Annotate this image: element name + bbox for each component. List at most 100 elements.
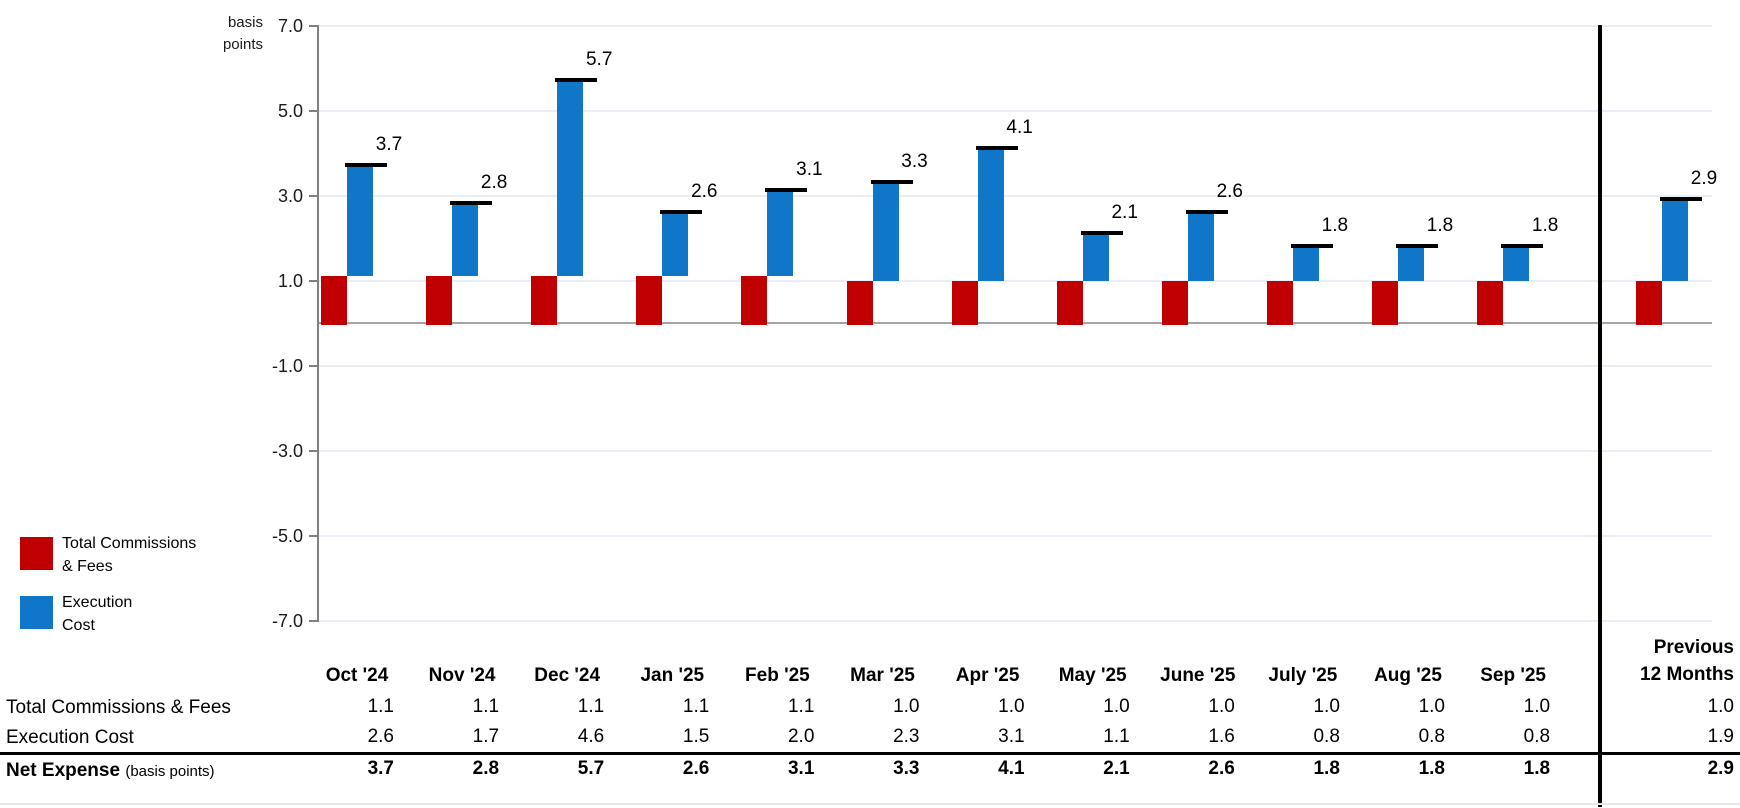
net-expense-value-label-12: 2.9 — [1690, 167, 1718, 189]
net-expense-marker-7 — [1080, 230, 1123, 235]
table-cell-r1-c7: 1.1 — [1103, 726, 1130, 747]
table-cell-r0-c11: 1.0 — [1523, 696, 1551, 717]
bar-execution-cost-8 — [1187, 212, 1214, 281]
net-expense-marker-12 — [1660, 196, 1702, 201]
net-expense-marker-3 — [660, 209, 703, 214]
table-cell-r0-c0: 1.1 — [367, 696, 394, 717]
table-cell-r0-c7: 1.0 — [1103, 696, 1130, 717]
bar-execution-cost-12 — [1662, 199, 1688, 281]
gridline--3 — [319, 449, 1712, 452]
y-tick--5 — [309, 534, 317, 537]
table-cell-r0-c2: 1.1 — [577, 696, 605, 717]
bar-total-commissions-1 — [426, 276, 453, 325]
table-cell-r2-c5: 3.3 — [893, 758, 920, 779]
bar-execution-cost-5 — [872, 182, 899, 281]
table-cell-r1-c6: 3.1 — [998, 726, 1025, 747]
table-cell-r2-c3: 2.6 — [682, 758, 710, 779]
y-tick-7 — [309, 24, 317, 27]
y-tick-label--5: -5.0 — [271, 525, 303, 546]
y-tick-label--3: -3.0 — [271, 440, 303, 461]
bar-execution-cost-6 — [977, 148, 1004, 281]
table-header-11: Sep '25 — [1480, 665, 1546, 686]
bar-total-commissions-10 — [1372, 280, 1398, 325]
table-cell-r1-c0: 2.6 — [367, 726, 394, 747]
table-cell-r1-c8: 1.6 — [1208, 726, 1235, 747]
table-bottom-rule — [0, 803, 1740, 805]
bar-execution-cost-11 — [1503, 246, 1530, 281]
y-tick-label-7: 7.0 — [277, 15, 303, 36]
y-axis-unit-line2: points — [222, 36, 263, 53]
plot-area: 7.0 5.0 3.0 1.0 -1.0 -3.0 -5.0 -7.0 3.7 2.8 5.7 2.6… — [271, 15, 1718, 631]
net-expense-marker-11 — [1501, 243, 1544, 248]
table-cell-r1-c12: 1.9 — [1707, 726, 1734, 747]
net-expense-value-label-0: 3.7 — [375, 133, 403, 155]
table-cell-r2-c1: 2.8 — [472, 758, 500, 779]
net-expense-marker-0 — [345, 162, 387, 167]
table-cell-r0-c10: 1.0 — [1418, 696, 1445, 717]
table-header-4: Feb '25 — [745, 665, 810, 686]
gridline-7 — [319, 24, 1712, 27]
table-cell-r0-c5: 1.0 — [893, 696, 920, 717]
legend-label-total-commissions: Total Commissions & Fees — [62, 535, 197, 575]
table-header-5: Mar '25 — [850, 665, 915, 686]
net-expense-value-label-4: 3.1 — [796, 159, 823, 181]
y-tick-label-3: 3.0 — [277, 185, 303, 206]
bar-total-commissions-9 — [1266, 280, 1293, 325]
y-tick-label--7: -7.0 — [271, 610, 303, 631]
table-cell-r0-c8: 1.0 — [1208, 696, 1235, 717]
table-header-6: Apr '25 — [955, 665, 1020, 686]
bar-total-commissions-11 — [1477, 280, 1504, 325]
bar-total-commissions-3 — [636, 276, 663, 325]
y-tick--3 — [309, 449, 317, 452]
net-expense-marker-1 — [450, 201, 493, 205]
table-header-9: July '25 — [1268, 665, 1338, 686]
bar-execution-cost-1 — [452, 204, 479, 277]
gridline--5 — [319, 534, 1712, 537]
net-expense-value-label-2: 5.7 — [585, 48, 613, 70]
bar-total-commissions-7 — [1056, 280, 1083, 325]
gridline--1 — [319, 364, 1712, 367]
y-tick-5 — [309, 109, 317, 112]
table-cell-r2-c4: 3.1 — [787, 758, 815, 779]
net-expense-marker-4 — [765, 188, 808, 193]
y-tick-label-1: 1.0 — [277, 270, 303, 291]
net-expense-value-label-1: 2.8 — [480, 172, 508, 193]
table-header-previous-12-months: Previous 12 Months — [1640, 637, 1734, 685]
table-cell-r0-c9: 1.0 — [1313, 696, 1340, 717]
table-total-rule — [0, 752, 1740, 755]
table-cell-r2-c0: 3.7 — [367, 758, 394, 779]
net-expense-marker-8 — [1185, 209, 1228, 214]
gridline--7 — [319, 619, 1712, 622]
net-expense-marker-6 — [975, 145, 1018, 150]
bar-total-commissions-2 — [531, 276, 558, 325]
table-cell-r1-c10: 0.8 — [1418, 726, 1445, 747]
table-header-0: Oct '24 — [325, 665, 389, 686]
bar-execution-cost-9 — [1292, 246, 1319, 281]
y-tick-1 — [309, 279, 317, 282]
table-cell-r2-c7: 2.1 — [1103, 758, 1130, 779]
bar-total-commissions-4 — [741, 276, 768, 325]
gridline-1 — [319, 279, 1712, 282]
net-expense-units-note: (basis points) — [125, 763, 215, 780]
y-tick-3 — [309, 194, 317, 197]
legend-swatch-execution-cost — [20, 596, 53, 629]
table-header-8: June '25 — [1160, 665, 1236, 686]
table-header-1: Nov '24 — [428, 665, 496, 686]
table-header-2: Dec '24 — [534, 665, 601, 686]
table-cell-r0-c12: 1.0 — [1707, 696, 1734, 717]
net-expense-marker-2 — [555, 77, 598, 82]
table-cell-r2-c9: 1.8 — [1313, 758, 1340, 779]
table-cell-r1-c4: 2.0 — [787, 726, 815, 747]
table-cell-r1-c2: 4.6 — [577, 726, 605, 747]
bar-total-commissions-5 — [846, 280, 873, 325]
y-axis-unit-label: basis points — [163, 12, 263, 56]
net-expense-marker-10 — [1396, 243, 1438, 248]
table-cell-r0-c4: 1.1 — [787, 696, 815, 717]
y-axis-unit-line1: basis — [227, 14, 263, 31]
legend-label-execution-cost: Execution Cost — [62, 594, 133, 634]
table-row-label-execution-cost: Execution Cost — [6, 727, 134, 748]
bar-execution-cost-7 — [1082, 233, 1109, 281]
bar-execution-cost-3 — [662, 212, 689, 277]
table-cell-r2-c8: 2.6 — [1208, 758, 1235, 779]
table-cell-r2-c2: 5.7 — [577, 758, 605, 779]
